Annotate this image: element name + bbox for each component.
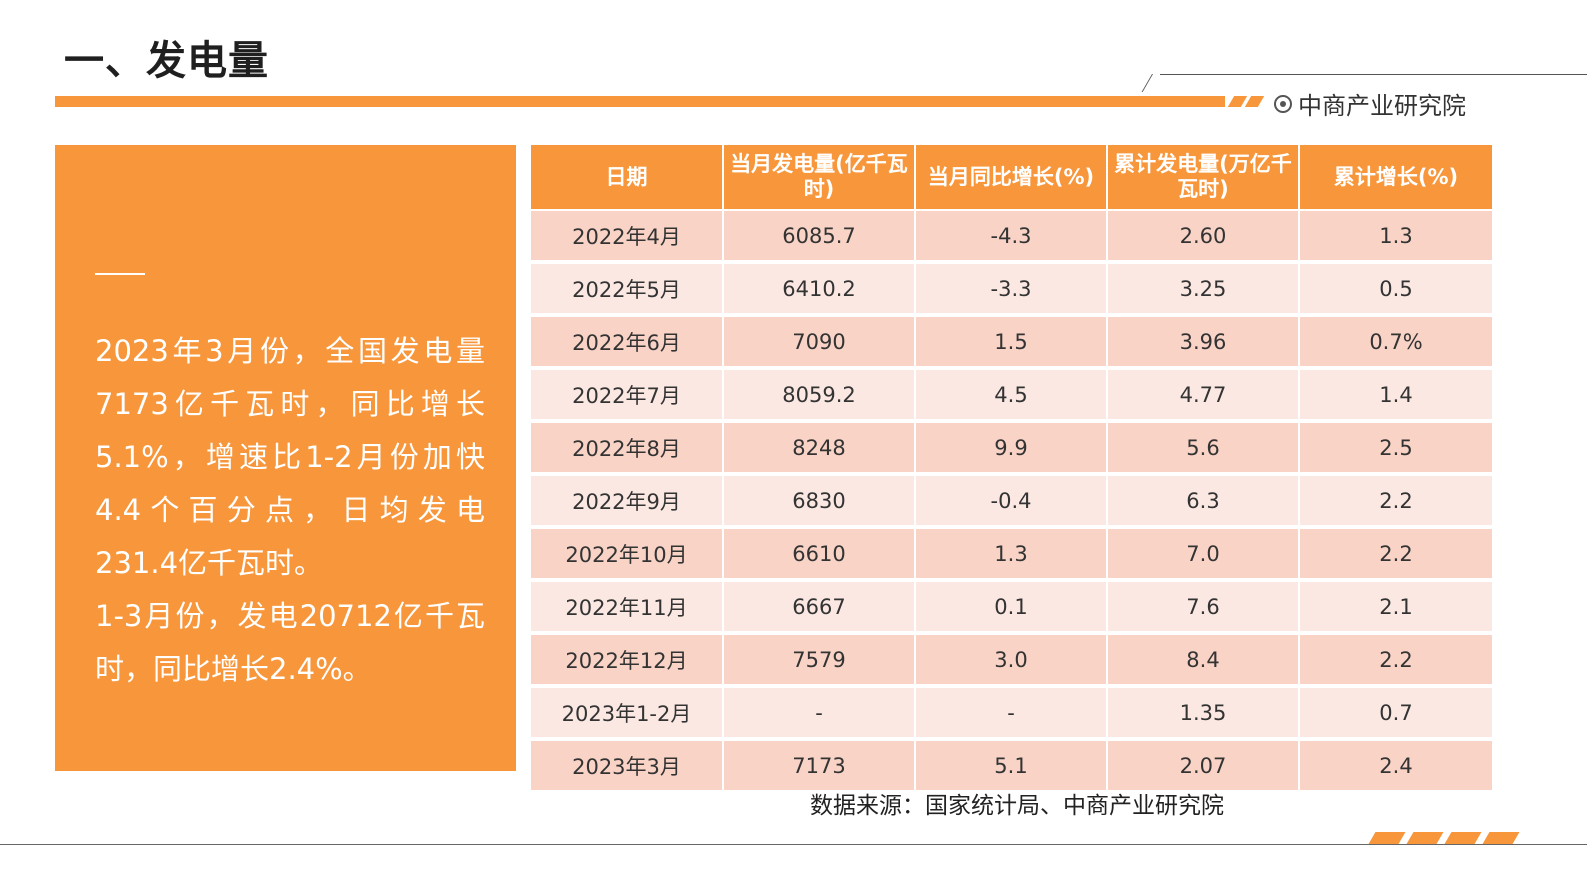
cell-cumulative-output: 4.77 [1107,368,1300,423]
table-row: 2023年1-2月 - -1.35 0.7 [531,686,1492,741]
cell-monthly-output: 7173 [723,739,916,794]
table-row: 2022年12月 7579 3.0 8.4 2.2 [531,633,1492,688]
cell-date: 2022年11月 [531,580,724,635]
cell-monthly-output: 8248 [723,421,916,476]
cell-cumulative-growth: 1.4 [1299,368,1492,423]
cell-cumulative-growth: 2.4 [1299,739,1492,794]
cell-date: 2022年7月 [531,368,724,423]
cell-date: 2023年3月 [531,739,724,794]
summary-dash [95,273,145,275]
col-header-monthly-yoy: 当月同比增长(%) [915,145,1108,211]
cell-monthly-yoy: - [915,686,1108,741]
cell-monthly-output: 7090 [723,315,916,370]
cell-monthly-output: 6410.2 [723,262,916,317]
brand-name: 中商产业研究院 [1298,92,1466,120]
cell-monthly-output: 7579 [723,633,916,688]
brand-logo: 中商产业研究院 [1274,86,1466,121]
table-row: 2022年8月 8248 9.9 5.6 2.5 [531,421,1492,476]
cell-date: 2022年5月 [531,262,724,317]
table-row: 2022年5月 6410.2 -3.3 3.25 0.5 [531,262,1492,317]
col-header-cumulative-growth: 累计增长(%) [1299,145,1492,211]
footer-stripe [1368,832,1406,844]
cell-cumulative-growth: 2.2 [1299,633,1492,688]
cell-monthly-output: 6830 [723,474,916,529]
table-row: 2022年7月 8059.2 4.5 4.77 1.4 [531,368,1492,423]
cell-cumulative-growth: 2.2 [1299,474,1492,529]
cell-monthly-yoy: 4.5 [915,368,1108,423]
footer-divider [0,844,1587,845]
cell-cumulative-growth: 0.7% [1299,315,1492,370]
cell-monthly-output: 8059.2 [723,368,916,423]
power-generation-table: 日期 当月发电量(亿千瓦时) 当月同比增长(%) 累计发电量(万亿千瓦时) 累计… [531,145,1492,794]
cell-cumulative-output: 1.35 [1107,686,1300,741]
cell-monthly-yoy: -4.3 [915,210,1108,264]
col-header-monthly-output: 当月发电量(亿千瓦时) [723,145,916,211]
cell-cumulative-output: 3.96 [1107,315,1300,370]
cell-date: 2022年10月 [531,527,724,582]
cell-cumulative-growth: 2.2 [1299,527,1492,582]
summary-paragraph-1: 2023年3月份，全国发电量7173亿千瓦时，同比增长5.1%，增速比1-2月份… [95,334,485,580]
cell-cumulative-growth: 0.5 [1299,262,1492,317]
table-row: 2022年11月 6667 0.1 7.6 2.1 [531,580,1492,635]
table-row: 2022年9月 6830 -0.4 6.3 2.2 [531,474,1492,529]
target-circle-icon [1274,94,1292,113]
cell-cumulative-growth: 1.3 [1299,210,1492,264]
cell-date: 2022年9月 [531,474,724,529]
header-divider-slant [1141,74,1153,92]
col-header-date: 日期 [531,145,724,211]
footer-stripe [1444,832,1482,844]
cell-monthly-output: 6085.7 [723,210,916,264]
cell-cumulative-growth: 2.5 [1299,421,1492,476]
cell-date: 2022年4月 [531,210,724,264]
cell-monthly-yoy: 1.3 [915,527,1108,582]
cell-monthly-yoy: 3.0 [915,633,1108,688]
cell-monthly-yoy: 5.1 [915,739,1108,794]
cell-cumulative-output: 2.60 [1107,210,1300,264]
summary-paragraph-2: 1-3月份，发电20712亿千瓦时，同比增长2.4%。 [95,599,485,686]
table-row: 2023年3月 7173 5.1 2.07 2.4 [531,739,1492,794]
col-header-cumulative-output: 累计发电量(万亿千瓦时) [1107,145,1300,211]
cell-cumulative-output: 2.07 [1107,739,1300,794]
cell-monthly-output: 6667 [723,580,916,635]
cell-monthly-yoy: 9.9 [915,421,1108,476]
footer-stripe [1482,832,1520,844]
decor-stripe [1244,96,1265,107]
summary-panel: 2023年3月份，全国发电量7173亿千瓦时，同比增长5.1%，增速比1-2月份… [55,145,516,771]
cell-cumulative-growth: 0.7 [1299,686,1492,741]
cell-monthly-yoy: -3.3 [915,262,1108,317]
summary-text: 2023年3月份，全国发电量7173亿千瓦时，同比增长5.1%，增速比1-2月份… [95,325,485,696]
table-header-row: 日期 当月发电量(亿千瓦时) 当月同比增长(%) 累计发电量(万亿千瓦时) 累计… [531,145,1492,211]
cell-monthly-yoy: 0.1 [915,580,1108,635]
cell-cumulative-output: 7.0 [1107,527,1300,582]
cell-date: 2022年8月 [531,421,724,476]
title-underline-bar [55,96,1225,107]
cell-cumulative-output: 5.6 [1107,421,1300,476]
cell-monthly-yoy: -0.4 [915,474,1108,529]
cell-cumulative-growth: 2.1 [1299,580,1492,635]
cell-cumulative-output: 7.6 [1107,580,1300,635]
cell-cumulative-output: 8.4 [1107,633,1300,688]
cell-cumulative-output: 6.3 [1107,474,1300,529]
footer-stripe [1406,832,1444,844]
page-title: 一、发电量 [64,38,269,84]
table-row: 2022年10月 6610 1.3 7.0 2.2 [531,527,1492,582]
cell-monthly-output: 6610 [723,527,916,582]
table-row: 2022年6月 7090 1.5 3.96 0.7% [531,315,1492,370]
cell-date: 2023年1-2月 [531,686,724,741]
cell-monthly-yoy: 1.5 [915,315,1108,370]
table-row: 2022年4月 6085.7 -4.3 2.60 1.3 [531,210,1492,264]
cell-cumulative-output: 3.25 [1107,262,1300,317]
cell-date: 2022年6月 [531,315,724,370]
data-source-note: 数据来源：国家统计局、中商产业研究院 [810,793,1224,819]
cell-date: 2022年12月 [531,633,724,688]
cell-monthly-output: - [723,686,916,741]
header-divider [1160,74,1587,75]
